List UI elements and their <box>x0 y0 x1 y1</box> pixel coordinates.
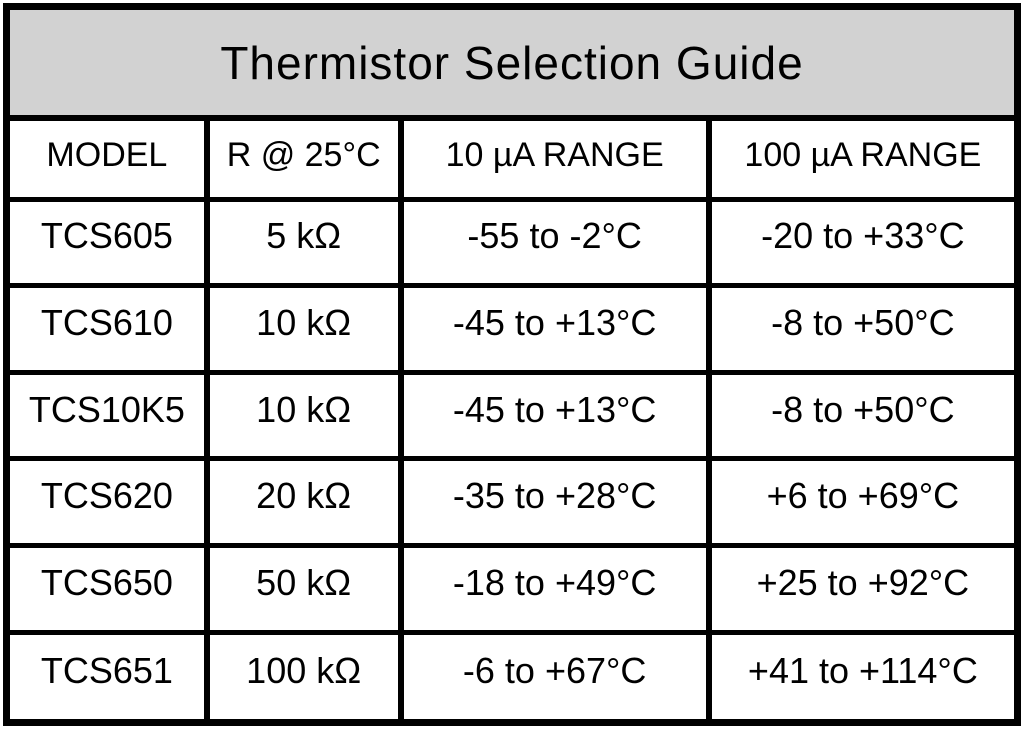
range-10ua-cell: -35 to +28°C <box>397 456 712 549</box>
table-row: TCS610 10 kΩ -45 to +13°C -8 to +50°C <box>10 283 1014 375</box>
resistance-cell: 20 kΩ <box>203 456 404 549</box>
title-banner: Thermistor Selection Guide <box>10 10 1014 121</box>
range-100ua-cell: +25 to +92°C <box>705 543 1014 635</box>
thermistor-selection-table: MODEL R @ 25°C 10 µA RANGE 100 µA RANGE … <box>10 121 1014 719</box>
resistance-cell: 100 kΩ <box>203 629 404 719</box>
table-row: TCS10K5 10 kΩ -45 to +13°C -8 to +50°C <box>10 369 1014 462</box>
range-10ua-cell: -45 to +13°C <box>397 369 712 462</box>
model-cell: TCS10K5 <box>10 369 210 462</box>
range-10ua-cell: -18 to +49°C <box>397 543 712 635</box>
range-100ua-cell: +6 to +69°C <box>705 456 1014 549</box>
table-frame: Thermistor Selection Guide MODEL R @ 25°… <box>3 3 1021 726</box>
range-10ua-cell: -6 to +67°C <box>397 629 712 719</box>
range-100ua-cell: -20 to +33°C <box>705 196 1014 289</box>
model-cell: TCS651 <box>10 629 210 719</box>
col-header-10ua-range: 10 µA RANGE <box>397 121 712 202</box>
model-cell: TCS605 <box>10 196 210 289</box>
range-100ua-cell: +41 to +114°C <box>705 629 1014 719</box>
col-header-model: MODEL <box>10 121 210 202</box>
resistance-cell: 10 kΩ <box>203 369 404 462</box>
table-row: TCS605 5 kΩ -55 to -2°C -20 to +33°C <box>10 196 1014 289</box>
range-100ua-cell: -8 to +50°C <box>705 283 1014 375</box>
model-cell: TCS650 <box>10 543 210 635</box>
col-header-resistance: R @ 25°C <box>203 121 404 202</box>
col-header-100ua-range: 100 µA RANGE <box>705 121 1014 202</box>
model-cell: TCS610 <box>10 283 210 375</box>
resistance-cell: 10 kΩ <box>203 283 404 375</box>
resistance-cell: 50 kΩ <box>203 543 404 635</box>
page-title: Thermistor Selection Guide <box>220 36 804 89</box>
range-10ua-cell: -55 to -2°C <box>397 196 712 289</box>
table-header-row: MODEL R @ 25°C 10 µA RANGE 100 µA RANGE <box>10 121 1014 202</box>
table-row: TCS620 20 kΩ -35 to +28°C +6 to +69°C <box>10 456 1014 549</box>
model-cell: TCS620 <box>10 456 210 549</box>
range-10ua-cell: -45 to +13°C <box>397 283 712 375</box>
table-row: TCS651 100 kΩ -6 to +67°C +41 to +114°C <box>10 629 1014 719</box>
table-row: TCS650 50 kΩ -18 to +49°C +25 to +92°C <box>10 543 1014 635</box>
range-100ua-cell: -8 to +50°C <box>705 369 1014 462</box>
resistance-cell: 5 kΩ <box>203 196 404 289</box>
